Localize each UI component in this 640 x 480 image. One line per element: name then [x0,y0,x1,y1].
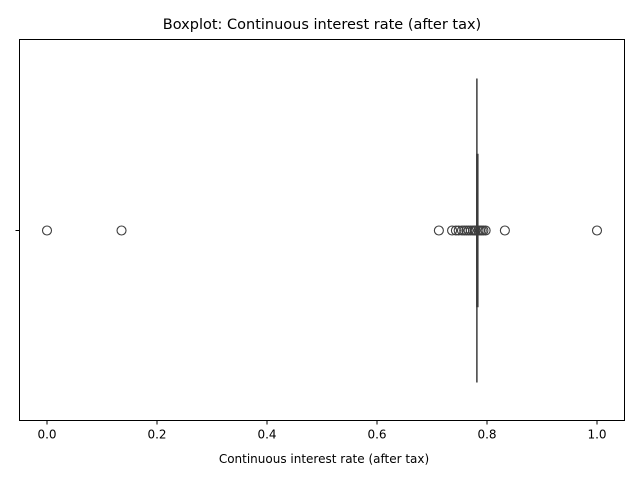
x-tick-label: 0.4 [257,428,276,442]
outlier-point [447,225,458,236]
plot-frame [19,39,625,421]
outlier-point [499,225,510,236]
outlier-point [480,225,491,236]
outlier-point [453,225,464,236]
outlier-point [433,225,444,236]
outlier-layer [41,225,603,236]
outlier-point [591,225,603,236]
outlier-point [450,225,461,236]
x-tick-label: 1.0 [587,428,606,442]
outlier-point [41,225,53,236]
x-tick-label: 0.6 [367,428,386,442]
chart-title: Boxplot: Continuous interest rate (after… [163,17,481,33]
x-tick-label: 0.8 [477,428,496,442]
x-tick-label: 0.0 [37,428,56,442]
x-axis-label: Continuous interest rate (after tax) [219,452,429,466]
outlier-point [470,225,481,236]
outlier-point [116,225,127,236]
x-tick-label: 0.2 [147,428,166,442]
x-axis-ticks: 0.0 0.2 0.4 0.6 0.8 1.0 [37,420,607,442]
